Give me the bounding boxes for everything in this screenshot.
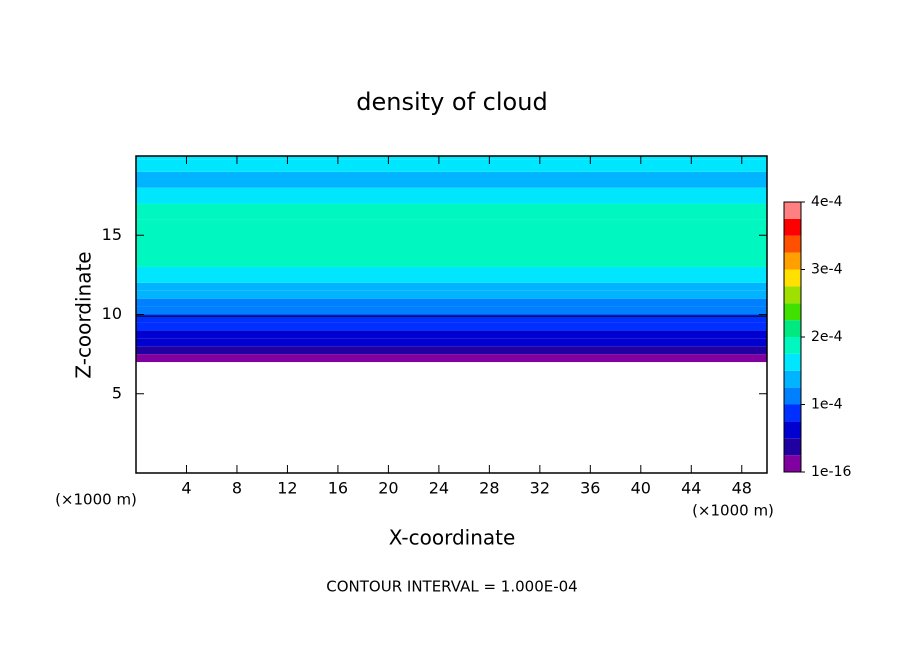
contour-band <box>136 159 767 172</box>
contour-band <box>136 354 767 363</box>
contour-band <box>136 290 767 299</box>
contour-band <box>136 298 767 307</box>
colorbar-swatch <box>784 370 801 388</box>
colorbar-swatch <box>784 387 801 405</box>
contour-band <box>136 187 767 204</box>
contour-band <box>136 314 767 323</box>
contour-band <box>136 171 767 188</box>
x-tick-label: 40 <box>631 479 651 498</box>
colorbar-tick-label: 1e-4 <box>811 397 843 413</box>
x-tick-label: 8 <box>232 479 242 498</box>
colorbar-swatch <box>784 421 801 439</box>
contour-band <box>136 338 767 347</box>
colorbar-swatch <box>784 269 801 287</box>
colorbar-swatch <box>784 438 801 456</box>
x-tick-label: 36 <box>580 479 600 498</box>
colorbar-swatch <box>784 353 801 371</box>
x-unit-label: (×1000 m) <box>692 502 774 520</box>
contour-band <box>136 282 767 291</box>
colorbar-swatch <box>784 320 801 337</box>
colorbar-tick-label: 3e-4 <box>811 262 843 278</box>
colorbar-swatch <box>784 202 801 219</box>
chart-title: density of cloud <box>356 88 547 116</box>
y-tick-label: 5 <box>112 383 122 402</box>
x-tick-label: 16 <box>328 479 348 498</box>
contour-band <box>136 203 767 220</box>
footnote: CONTOUR INTERVAL = 1.000E-04 <box>326 578 577 596</box>
x-axis-label: X-coordinate <box>389 526 516 550</box>
x-tick-label: 24 <box>429 479 449 498</box>
x-tick-label: 44 <box>681 479 701 498</box>
contour-band <box>136 346 767 355</box>
contour-band <box>136 266 767 283</box>
x-tick-label: 20 <box>378 479 398 498</box>
colorbar-swatch <box>784 218 801 236</box>
x-unit-label: (×1000 m) <box>55 491 137 509</box>
colorbar-tick-label: 2e-4 <box>811 329 843 345</box>
colorbar-swatch <box>784 286 801 304</box>
colorbar-swatch <box>784 303 801 321</box>
colorbar-swatch <box>784 235 801 253</box>
contour-band <box>136 330 767 339</box>
colorbar-tick-label: 4e-4 <box>811 194 843 210</box>
x-tick-label: 32 <box>530 479 550 498</box>
contour-band <box>136 219 767 267</box>
y-tick-label: 15 <box>102 225 122 244</box>
colorbar-swatch <box>784 252 801 270</box>
y-tick-label: 10 <box>102 304 122 323</box>
colorbar-swatch <box>784 404 801 422</box>
y-axis-label: Z-coordinate <box>72 251 96 378</box>
x-tick-label: 48 <box>732 479 752 498</box>
contour-band <box>136 306 767 315</box>
x-tick-label: 4 <box>181 479 191 498</box>
x-tick-label: 28 <box>479 479 499 498</box>
colorbar-tick-label: 1e-16 <box>811 464 851 480</box>
colorbar-swatch <box>784 455 801 472</box>
x-tick-label: 12 <box>277 479 297 498</box>
contour-band <box>136 156 767 160</box>
colorbar-swatch <box>784 337 801 354</box>
contour-band <box>136 322 767 331</box>
